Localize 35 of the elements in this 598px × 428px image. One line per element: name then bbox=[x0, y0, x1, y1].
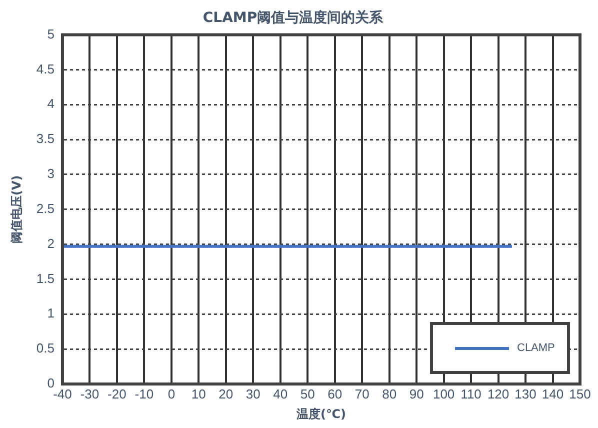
y-tick-label: 2 bbox=[47, 236, 54, 251]
x-tick-label: 60 bbox=[328, 386, 342, 402]
y-tick-label: 1.5 bbox=[36, 270, 54, 286]
x-tick-label: 90 bbox=[409, 386, 424, 402]
y-tick-label: 5 bbox=[47, 26, 54, 42]
x-tick-label: 40 bbox=[273, 386, 288, 402]
y-tick-label: 0.5 bbox=[36, 340, 54, 356]
legend-label: CLAMP bbox=[517, 342, 555, 354]
y-tick-label: 3 bbox=[47, 166, 54, 182]
x-tick-label: 70 bbox=[354, 386, 370, 402]
x-tick-label: 50 bbox=[300, 386, 315, 402]
x-axis-title: 温度(℃) bbox=[295, 406, 346, 421]
y-axis-title: 阈值电压(V) bbox=[9, 175, 24, 244]
x-tick-label: 110 bbox=[460, 386, 482, 402]
x-tick-label: 150 bbox=[569, 386, 591, 402]
y-tick-label: 2.5 bbox=[36, 200, 54, 216]
x-tick-label: 30 bbox=[246, 386, 260, 402]
x-tick-label: 130 bbox=[514, 386, 536, 402]
y-tick-label: 4 bbox=[47, 96, 54, 112]
y-tick-label: 3.5 bbox=[36, 131, 54, 146]
x-tick-label: 120 bbox=[487, 386, 510, 402]
y-tick-label: 4.5 bbox=[36, 61, 54, 76]
x-tick-label: 100 bbox=[432, 386, 455, 402]
y-tick-label: 1 bbox=[47, 306, 54, 321]
chart-title: CLAMP阈值与温度间的关系 bbox=[202, 9, 384, 26]
x-tick-label: -30 bbox=[80, 386, 100, 402]
x-tick-label: 80 bbox=[382, 386, 397, 402]
x-tick-label: -20 bbox=[108, 386, 126, 402]
y-tick-label: 0 bbox=[47, 376, 54, 391]
x-tick-label: 140 bbox=[542, 386, 564, 402]
x-tick-label: 0 bbox=[168, 386, 176, 402]
x-tick-label: 20 bbox=[218, 386, 234, 402]
x-tick-label: -40 bbox=[53, 386, 72, 402]
x-tick-label: -10 bbox=[134, 386, 154, 402]
x-tick-label: 10 bbox=[191, 386, 206, 402]
